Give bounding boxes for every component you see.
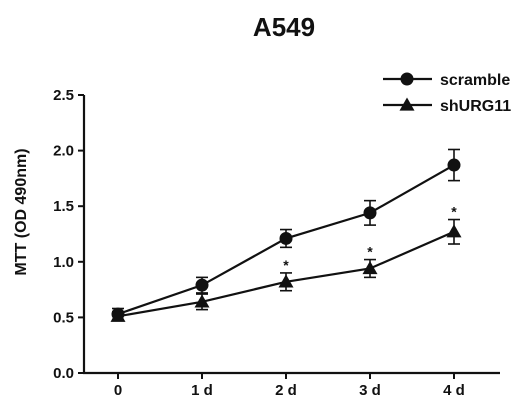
legend: scramble shURG11 (383, 72, 511, 115)
data-point (278, 274, 294, 288)
y-tick-label: 0.0 (53, 365, 74, 382)
series-layer (110, 148, 462, 322)
series-shURG11 (110, 218, 462, 322)
significance-marker: * (367, 244, 373, 260)
chart-title: A549 (253, 12, 315, 42)
legend-label: shURG11 (440, 98, 511, 115)
data-point (110, 308, 126, 322)
significance-marker: * (451, 204, 457, 220)
x-tick-label: 4 d (443, 382, 465, 399)
data-point (363, 206, 377, 220)
legend-item-scramble: scramble (383, 72, 510, 89)
legend-marker (399, 97, 415, 111)
y-tick-label: 2.0 (53, 143, 74, 160)
y-tick-label: 1.5 (53, 198, 74, 215)
significance-marker: * (283, 257, 289, 273)
data-point (362, 260, 378, 275)
y-tick-label: 1.0 (53, 254, 74, 271)
data-point (279, 231, 293, 245)
x-ticks: 0 1 d 2 d 3 d 4 d (114, 373, 465, 399)
series-scramble (111, 148, 461, 321)
x-tick-label: 3 d (359, 382, 381, 399)
y-tick-label: 2.5 (53, 87, 74, 104)
x-tick-label: 1 d (191, 382, 213, 399)
y-axis-label: MTT (OD 490nm) (13, 148, 30, 275)
data-point (194, 294, 210, 308)
y-tick-label: 0.5 (53, 309, 74, 326)
legend-label: scramble (440, 72, 510, 89)
legend-item-shURG11: shURG11 (383, 97, 511, 115)
axes (82, 95, 500, 375)
data-point (447, 158, 461, 172)
annotations: * * * (283, 204, 457, 273)
x-tick-label: 2 d (275, 382, 297, 399)
y-ticks: 0.0 0.5 1.0 1.5 2.0 2.5 (53, 87, 84, 382)
data-point (195, 278, 209, 292)
x-tick-label: 0 (114, 382, 122, 399)
data-point (446, 224, 462, 238)
legend-marker (400, 72, 414, 86)
